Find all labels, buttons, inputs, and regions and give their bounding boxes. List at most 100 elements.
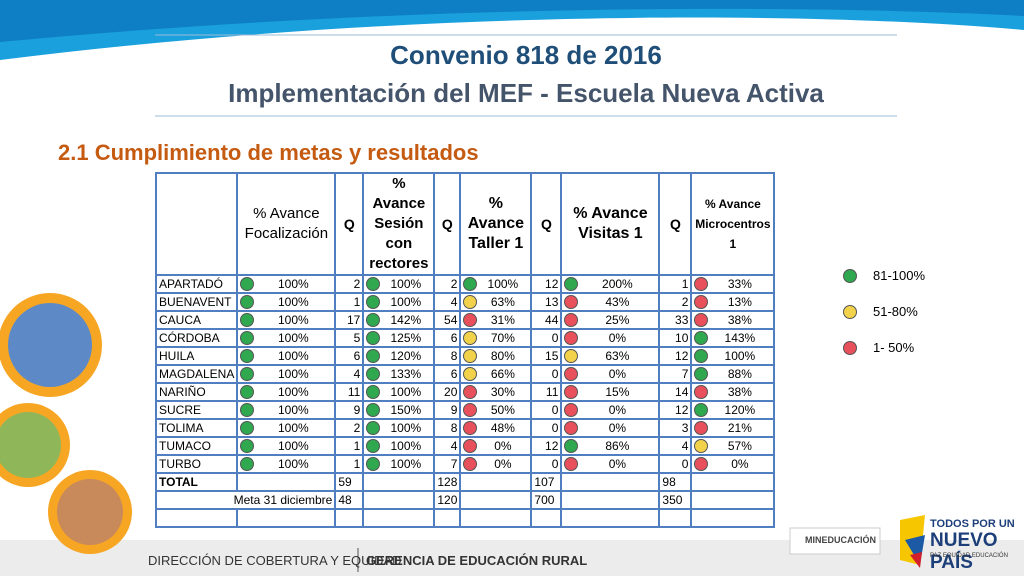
percent-cell: 120% [690,400,776,420]
percent-cell: 15% [560,382,661,402]
empty-cell [560,508,661,528]
empty-cell [236,508,337,528]
cell-value: 0% [494,439,512,453]
count-cell: 12 [530,274,563,294]
cell-value: 12 [675,403,689,417]
data-row: TURBO 100% 1 100% 7 0% 0 0% 0 0% [154,454,776,474]
percent-cell: 200% [560,274,661,294]
status-dot [564,277,579,291]
cell-value: 38% [727,385,752,399]
legend-dot [843,269,857,283]
cell-value: 0% [731,457,749,471]
total-value: 98 [658,472,693,492]
count-cell: 4 [433,436,462,456]
cell-value: 7 [681,367,689,381]
percent-cell: 0% [560,364,661,384]
status-dot [366,421,381,435]
status-dot [366,277,381,291]
column-header: % Avance Microcentros 1 [690,172,776,276]
count-cell: 1 [334,292,365,312]
count-cell: 6 [334,346,365,366]
cell-value: 100% [278,331,309,345]
ministry-logo: MINEDUCACIÓN [805,535,876,545]
header-row: % Avance Focalización Q% Avance Sesión co… [154,172,776,276]
status-dot [366,385,381,399]
status-dot [694,385,709,399]
percent-cell: 100% [459,274,533,294]
count-cell: 8 [433,418,462,438]
cell-value: 0% [608,367,627,381]
count-cell: 7 [433,454,462,474]
cell-value: 1 [353,439,361,453]
percent-cell: 100% [236,328,337,348]
percent-cell: 0% [560,418,661,438]
cell-value: 70% [490,331,515,345]
cell-value: 0 [551,421,559,435]
cell-value: 21% [727,421,752,435]
count-cell: 1 [334,454,365,474]
cell-value: 100% [724,349,756,363]
body: APARTADÓ 100% 2 100% 2 100% 12 200% 1 33% BUENAVEN… [154,274,776,528]
cell-value: 100% [390,385,422,399]
count-cell: 6 [433,328,462,348]
cell-value: 38% [727,313,752,327]
count-cell: 3 [658,418,693,438]
cell-value: 100% [390,421,422,435]
cell-value: 8 [450,421,458,435]
cell-value: 100% [278,349,309,363]
status-dot [694,313,709,327]
cell-value: 1 [353,295,361,309]
empty-cell [362,508,436,528]
cell-value: 142% [390,313,422,327]
percent-cell: 0% [560,328,661,348]
cell-value: 200% [602,277,633,291]
cell-value: 20 [444,385,458,399]
status-dot [366,367,381,381]
empty-cell [459,490,533,510]
status-dot [564,403,579,417]
cell-value: 63% [605,349,630,363]
count-cell: 20 [433,382,462,402]
brand-main: NUEVO PAÍS [930,530,998,573]
count-cell: 4 [658,436,693,456]
status-dot [694,349,709,363]
total-value: 59 [334,472,365,492]
count-cell: 4 [334,364,365,384]
status-dot [240,421,255,435]
data-row: BUENAVENT 100% 1 100% 4 63% 13 43% 2 13% [154,292,776,312]
cell-value: 9 [450,403,458,417]
count-cell: 10 [658,328,693,348]
percent-cell: 38% [690,310,776,330]
cell-value: 9 [353,403,361,417]
status-dot [694,367,709,381]
total-label: TOTAL [154,472,239,492]
cell-value: 100% [278,457,309,471]
status-dot [463,421,478,435]
row-name: TUMACO [154,436,239,456]
percent-cell: 0% [690,454,776,474]
cell-value: 88% [727,367,752,381]
status-dot [564,295,579,309]
cell-value: 0% [608,457,627,471]
cell-value: 54 [444,313,458,327]
status-dot [240,367,255,381]
percent-cell: 66% [459,364,533,384]
row-name: HUILA [154,346,239,366]
cell-value: 86% [605,439,630,453]
data-row: APARTADÓ 100% 2 100% 2 100% 12 200% 1 33% [154,274,776,294]
percent-cell: 0% [459,454,533,474]
cell-value: 5 [353,331,361,345]
status-dot [366,313,381,327]
data-row: NARIÑO 100% 11 100% 20 30% 11 15% 14 38% [154,382,776,402]
percent-cell: 21% [690,418,776,438]
status-dot [366,403,381,417]
status-dot [564,331,579,345]
cell-value: 11 [347,385,361,399]
legend-item: 1- 50% [843,340,925,376]
empty-cell [433,508,462,528]
status-dot [564,439,579,453]
status-dot [564,349,579,363]
count-cell: 17 [334,310,365,330]
percent-cell: 100% [690,346,776,366]
